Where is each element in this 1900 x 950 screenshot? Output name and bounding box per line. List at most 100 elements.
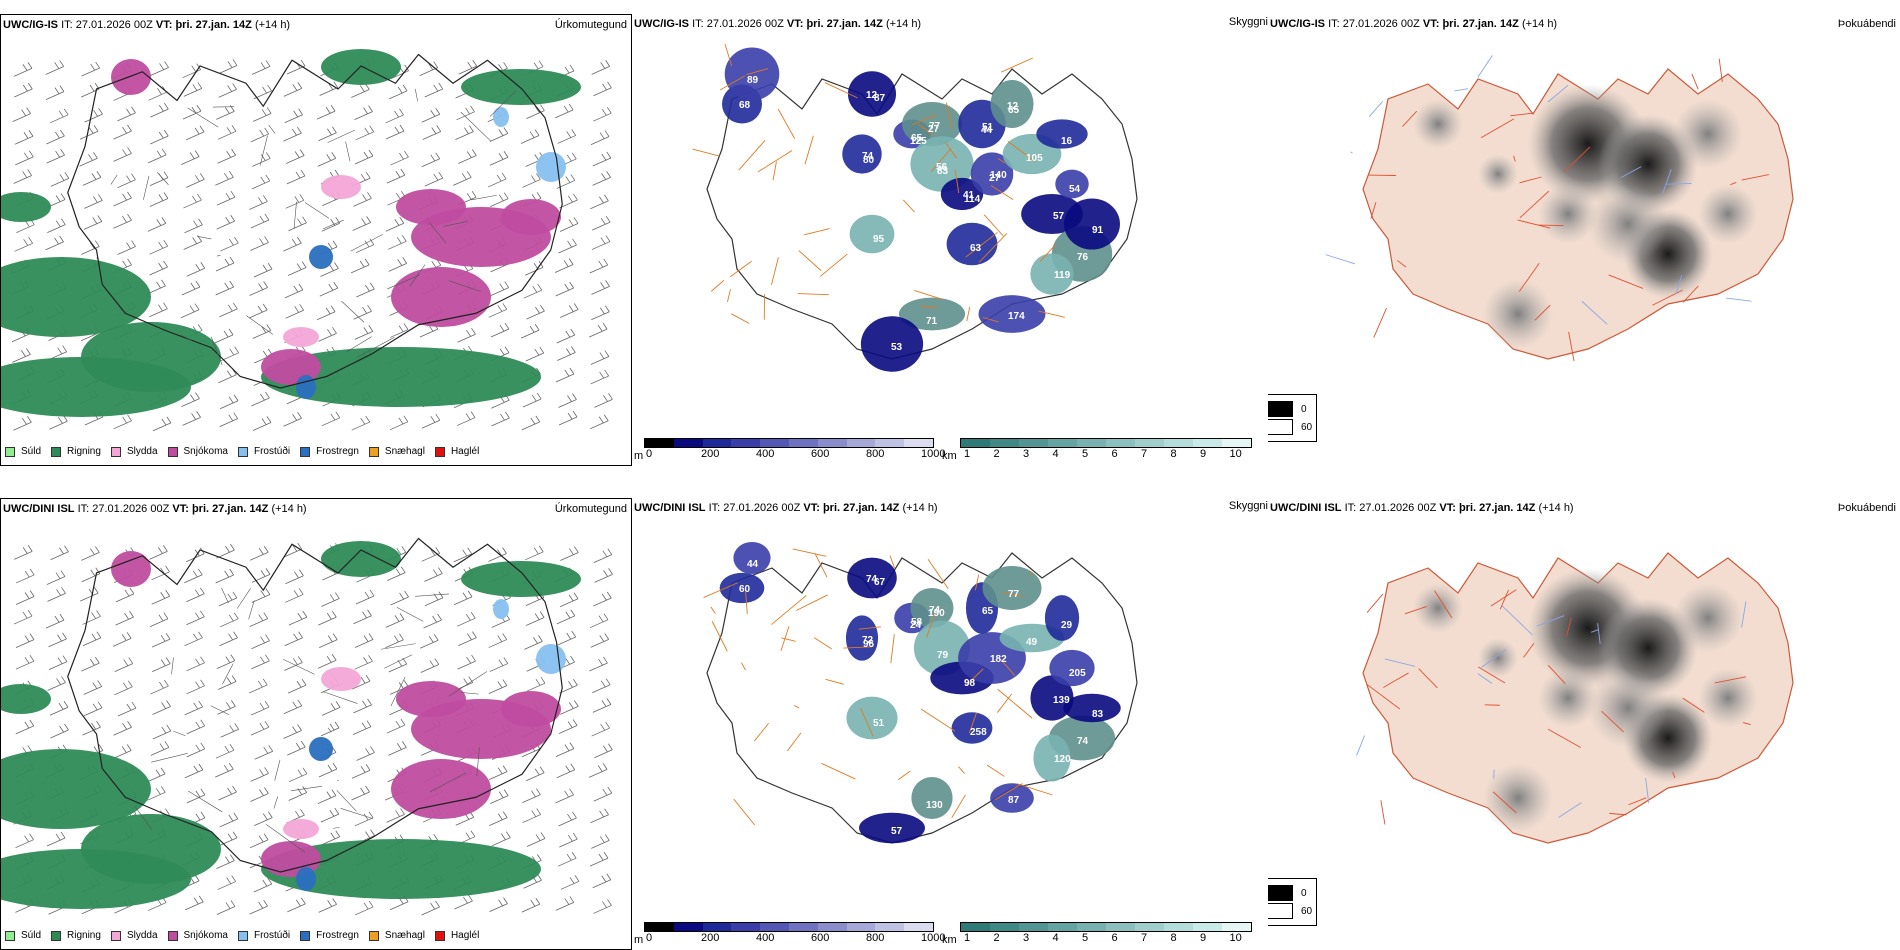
color-step xyxy=(1019,439,1048,447)
color-step xyxy=(1019,923,1048,931)
color-step xyxy=(702,439,732,447)
ceiling-tick: 600 xyxy=(811,448,830,460)
legend-swatch xyxy=(51,446,62,457)
lead-time: (+14 h) xyxy=(885,18,922,30)
color-step xyxy=(645,439,674,447)
fog-legend-label: 0 xyxy=(1301,887,1307,899)
fog-indicator-panel: UWC/DINI ISL IT: 27.01.2026 00Z VT: þri.… xyxy=(1268,498,1900,950)
visibility-tick: 10 xyxy=(1229,932,1242,944)
ceiling-value: 87 xyxy=(1008,795,1020,806)
ceiling-value: 44 xyxy=(747,559,759,570)
model-name: UWC/DINI ISL xyxy=(634,502,706,514)
model-name: UWC/IG-IS xyxy=(634,18,689,30)
panel-header: UWC/DINI ISL IT: 27.01.2026 00Z VT: þri.… xyxy=(1270,502,1574,514)
color-step xyxy=(846,923,876,931)
fog-legend-item: 60 xyxy=(1268,419,1312,435)
ceiling-value: 91 xyxy=(1092,225,1104,236)
visibility-tick: 9 xyxy=(1200,448,1207,460)
legend-label: Frostregn xyxy=(316,930,359,941)
visibility-unit: km xyxy=(942,450,957,462)
init-time-label: IT: xyxy=(61,19,73,31)
ceiling-value: 190 xyxy=(928,608,945,619)
visibility-tick: 6 xyxy=(1111,448,1118,460)
ceiling-value: 65 xyxy=(982,606,994,617)
ceiling-value: 72 xyxy=(862,635,874,646)
valid-time: þri. 27.jan. 14Z xyxy=(806,18,883,30)
ceiling-value: 57 xyxy=(1053,211,1065,222)
ceiling-value: 79 xyxy=(937,650,949,661)
color-step xyxy=(961,923,990,931)
model-name: UWC/IG-IS xyxy=(1270,18,1325,30)
ceiling-value: 44 xyxy=(981,125,993,136)
legend-label: Súld xyxy=(21,930,42,941)
legend-label: Haglél xyxy=(450,446,480,457)
ceiling-value: 77 xyxy=(1008,589,1020,600)
ceiling-value: 51 xyxy=(982,122,994,133)
lead-time: (+14 h) xyxy=(1538,502,1574,514)
ceiling-value: 98 xyxy=(964,678,976,689)
legend-swatch xyxy=(167,930,178,941)
color-step xyxy=(1106,439,1135,447)
visibility-tick: 1 xyxy=(964,932,971,944)
color-step xyxy=(788,439,818,447)
panel-title: Þokuábendi xyxy=(1837,18,1896,30)
precip-legend: Súld Rigning Slydda Snjókoma Frostúði Frostre… xyxy=(5,446,489,457)
visibility-tick: 2 xyxy=(993,932,1000,944)
ceiling-value: 27 xyxy=(928,124,940,135)
fog-legend-label: 0 xyxy=(1301,403,1307,415)
ceiling-value: 140 xyxy=(990,170,1007,181)
ceiling-strip xyxy=(644,438,934,448)
visibility-tick: 5 xyxy=(1082,932,1089,944)
legend-label: Rigning xyxy=(67,446,101,457)
legend-item: Slydda xyxy=(110,930,158,941)
legend-item: Frostregn xyxy=(300,446,359,457)
ceiling-value: 68 xyxy=(739,100,751,111)
ceiling-strip xyxy=(644,922,934,932)
valid-time-label: VT: xyxy=(155,19,173,31)
ceiling-value: 65 xyxy=(1008,105,1020,116)
ceiling-tick: 0 xyxy=(646,932,653,944)
ceiling-map: 12 80 65 77 83 114 51 140 65 105 57 16 54 76 119 91 63 17… xyxy=(692,43,1138,372)
legend-item: Haglél xyxy=(434,446,480,457)
legend-swatch xyxy=(300,930,311,941)
legend-item: Haglél xyxy=(434,930,479,941)
color-step xyxy=(731,923,761,931)
color-step xyxy=(1077,923,1106,931)
legend-label: Súld xyxy=(21,446,42,457)
legend-item: Súld xyxy=(5,930,41,941)
fog-legend-item: 0 xyxy=(1268,885,1312,901)
ceiling-value: 174 xyxy=(1008,311,1025,322)
fog-map xyxy=(1325,55,1794,362)
ceiling-value: 89 xyxy=(747,75,759,86)
legend-swatch xyxy=(51,930,62,941)
ceiling-value: 56 xyxy=(936,162,948,173)
ceiling-value: 77 xyxy=(929,121,941,132)
visibility-tick: 8 xyxy=(1170,448,1177,460)
ceiling-tick: 600 xyxy=(811,932,830,944)
ceiling-colorbar: m 0 200 400 600 800 1000 xyxy=(634,922,945,948)
ceiling-value: 120 xyxy=(1054,754,1071,765)
valid-time: þri. 27.jan. 14Z xyxy=(1442,18,1519,30)
lead-time: (+14 h) xyxy=(902,502,938,514)
ceiling-value: 205 xyxy=(1069,668,1086,679)
init-time: 27.01.2026 00Z xyxy=(706,18,784,30)
color-step xyxy=(731,439,761,447)
color-step xyxy=(1222,439,1251,447)
legend-swatch xyxy=(167,446,178,457)
ceiling-value: 53 xyxy=(891,342,903,353)
model-name: UWC/DINI ISL xyxy=(3,503,75,515)
model-name: UWC/IG-IS xyxy=(3,19,58,31)
ceiling-value: 24 xyxy=(910,620,922,631)
legend-item: Súld xyxy=(5,446,41,457)
ceiling-value: 83 xyxy=(1092,709,1104,720)
ceiling-visibility-panel: 74 96 58 74 79 98 65 182 77 49 139 29 205 74 120 83 258 8… xyxy=(632,498,1268,950)
legend-swatch xyxy=(237,446,248,457)
ceiling-value: 74 xyxy=(866,574,878,585)
panel-title: Þokuábendi xyxy=(1837,502,1896,514)
precip-map xyxy=(1,537,613,916)
panel-header: UWC/IG-IS IT: 27.01.2026 00Z VT: þri. 27… xyxy=(634,18,921,30)
valid-time-label: VT: xyxy=(172,503,189,515)
ceiling-value: 125 xyxy=(910,136,927,147)
legend-swatch xyxy=(5,930,15,941)
valid-time: þri. 27.jan. 14Z xyxy=(175,19,252,31)
